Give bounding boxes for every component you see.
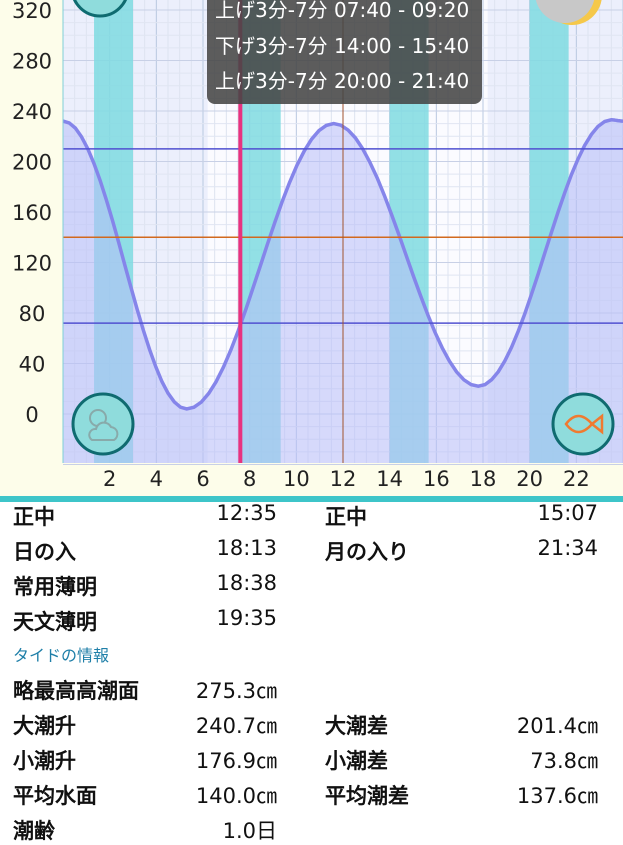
cloud-shape: [88, 421, 119, 441]
x-tick-label: 16: [423, 467, 450, 491]
info-value: 15:07: [537, 501, 598, 525]
x-tick-label: 22: [563, 467, 590, 491]
section-divider: [0, 496, 623, 502]
y-tick-label: 160: [12, 201, 52, 225]
info-value: 19:35: [216, 606, 277, 630]
y-tick-label: 0: [25, 403, 38, 427]
info-label: 正中: [13, 505, 55, 529]
info-label: 略最高高潮面: [13, 679, 139, 703]
y-tick-label: 240: [12, 100, 52, 124]
x-tick-label: 2: [103, 467, 116, 491]
info-value: 1.0日: [222, 819, 277, 843]
x-tick-label: 20: [516, 467, 543, 491]
info-value: 176.9㎝: [195, 749, 277, 773]
y-tick-label: 280: [12, 50, 52, 74]
info-value: 12:35: [216, 501, 277, 525]
tide-curve: [62, 118, 623, 411]
tooltip-row: 下げ3分-7分 14:00 - 15:40: [215, 34, 470, 58]
x-tick-label: 6: [196, 467, 209, 491]
info-value: 201.4㎝: [516, 714, 598, 738]
info-label: 平均水面: [13, 784, 97, 808]
x-tick-label: 8: [243, 467, 256, 491]
info-label: 日の入: [13, 540, 76, 564]
info-label: 大潮升: [13, 714, 76, 738]
info-value: 240.7㎝: [195, 714, 277, 738]
y-tick-label: 320: [12, 0, 52, 23]
info-value: 18:13: [216, 536, 277, 560]
moon-phase-icon: [535, 0, 602, 25]
info-label: 天文薄明: [13, 610, 97, 634]
info-label: 小潮差: [325, 749, 388, 773]
fish-shape: [564, 413, 604, 435]
info-label: 月の入り: [325, 540, 409, 564]
info-value: 21:34: [537, 536, 598, 560]
moon-dark: [535, 0, 595, 23]
fishing-time-tooltip: 上げ3分-7分 07:40 - 09:20 下げ3分-7分 14:00 - 15…: [207, 0, 482, 104]
tide-chart[interactable]: 0 40 80 120 160 200 240 280 320 2 4 6 8 10 12 14 16 18 20 2…: [0, 0, 623, 498]
y-tick-label: 80: [19, 302, 46, 326]
top-left-icon: [73, 0, 127, 18]
x-tick-label: 18: [470, 467, 497, 491]
x-tick-label: 10: [283, 467, 310, 491]
info-label: 平均潮差: [325, 784, 409, 808]
x-tick-label: 4: [150, 467, 163, 491]
y-tick-label: 200: [12, 151, 52, 175]
tooltip-row: 上げ3分-7分 07:40 - 09:20: [215, 0, 470, 22]
info-value: 73.8㎝: [530, 749, 598, 773]
fish-icon: [551, 392, 615, 456]
info-value: 18:38: [216, 571, 277, 595]
info-label: 正中: [325, 505, 367, 529]
tide-section-title: タイドの情報: [13, 646, 110, 665]
y-tick-label: 40: [19, 353, 46, 377]
x-tick-label: 12: [330, 467, 357, 491]
info-label: 常用薄明: [13, 575, 97, 599]
y-tick-label: 120: [12, 252, 52, 276]
sun-cloud-icon: [71, 392, 135, 456]
info-label: 潮齢: [13, 819, 55, 843]
fish-icon-circle: [551, 392, 615, 456]
info-value: 140.0㎝: [195, 784, 277, 808]
tooltip-row: 上げ3分-7分 20:00 - 21:40: [215, 69, 470, 93]
info-label: 大潮差: [325, 714, 388, 738]
info-value: 137.6㎝: [516, 784, 598, 808]
info-label: 小潮升: [13, 749, 76, 773]
info-value: 275.3㎝: [195, 679, 277, 703]
x-tick-label: 14: [376, 467, 403, 491]
